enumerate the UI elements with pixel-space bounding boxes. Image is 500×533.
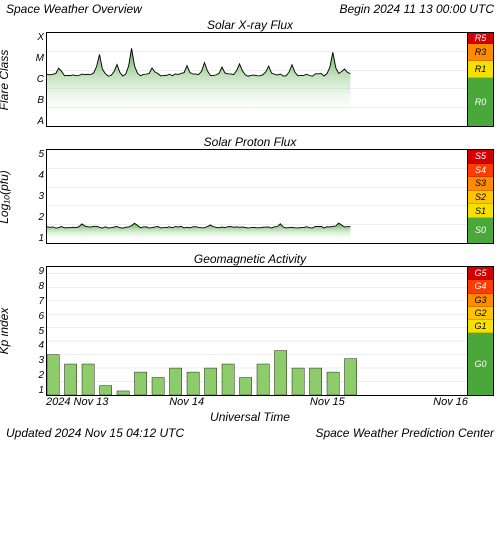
xray-yticks: XMCBA	[30, 32, 46, 127]
kp-panel: Kp index 987654321 G5G4G3G2G1G0	[30, 266, 494, 396]
scale-band-s1: S1	[468, 204, 493, 218]
kp-ylabel: Kp index	[0, 308, 11, 355]
scale-band-s0: S0	[468, 218, 493, 243]
xray-ylabel: Flare Class	[0, 49, 11, 110]
scale-band-g5: G5	[468, 267, 493, 280]
scale-band-g1: G1	[468, 320, 493, 333]
scale-band-r1: R1	[468, 61, 493, 78]
scale-band-s3: S3	[468, 177, 493, 191]
xaxis-label: Universal Time	[0, 410, 500, 424]
xray-scale: R5R3R1R0	[468, 32, 494, 127]
kp-scale: G5G4G3G2G1G0	[468, 266, 494, 396]
proton-ylabel: Log₁₀(pfu)	[0, 170, 11, 224]
proton-panel: Log₁₀(pfu) 54321 S5S4S3S2S1S0	[30, 149, 494, 244]
updated-time: Updated 2024 Nov 15 04:12 UTC	[6, 426, 184, 440]
xray-title: Solar X-ray Flux	[0, 18, 500, 32]
begin-time: Begin 2024 11 13 00:00 UTC	[339, 2, 494, 16]
kp-title: Geomagnetic Activity	[0, 252, 500, 266]
kp-plot	[46, 266, 468, 396]
page-title: Space Weather Overview	[6, 2, 142, 16]
scale-band-r5: R5	[468, 33, 493, 44]
scale-band-s4: S4	[468, 164, 493, 178]
xray-panel: Flare Class XMCBA R5R3R1R0	[30, 32, 494, 127]
scale-band-r3: R3	[468, 44, 493, 61]
xaxis-ticks: 2024 Nov 13Nov 14Nov 15Nov 16	[46, 396, 468, 410]
scale-band-g4: G4	[468, 280, 493, 293]
scale-band-g0: G0	[468, 333, 493, 395]
proton-plot	[46, 149, 468, 244]
scale-band-s2: S2	[468, 191, 493, 205]
proton-scale: S5S4S3S2S1S0	[468, 149, 494, 244]
kp-yticks: 987654321	[30, 266, 46, 396]
scale-band-g2: G2	[468, 307, 493, 320]
xray-plot	[46, 32, 468, 127]
scale-band-s5: S5	[468, 150, 493, 164]
scale-band-r0: R0	[468, 78, 493, 126]
proton-title: Solar Proton Flux	[0, 135, 500, 149]
xaxis: 2024 Nov 13Nov 14Nov 15Nov 16	[30, 396, 494, 410]
scale-band-g3: G3	[468, 294, 493, 307]
source-label: Space Weather Prediction Center	[315, 426, 494, 440]
proton-yticks: 54321	[30, 149, 46, 244]
